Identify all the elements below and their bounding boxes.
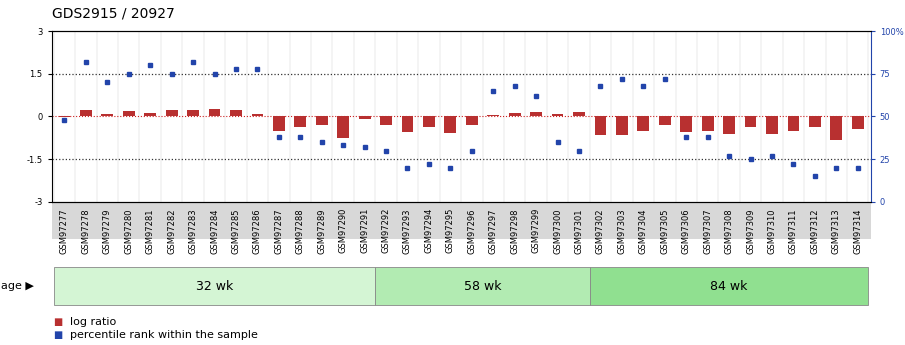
Bar bbox=[358, 117, 370, 119]
Bar bbox=[552, 114, 564, 117]
Bar bbox=[488, 115, 500, 117]
Bar bbox=[316, 117, 328, 125]
Bar bbox=[444, 117, 456, 133]
Bar bbox=[659, 117, 671, 125]
Text: percentile rank within the sample: percentile rank within the sample bbox=[70, 330, 258, 339]
Bar bbox=[166, 110, 177, 117]
Text: 32 wk: 32 wk bbox=[195, 280, 233, 293]
Text: ■: ■ bbox=[53, 330, 62, 339]
Bar bbox=[852, 117, 863, 129]
Bar bbox=[466, 117, 478, 125]
Bar bbox=[509, 113, 520, 117]
Text: 58 wk: 58 wk bbox=[463, 280, 501, 293]
Bar bbox=[230, 110, 242, 117]
Bar bbox=[144, 113, 156, 117]
Bar bbox=[787, 117, 799, 131]
Bar bbox=[595, 117, 606, 135]
Bar bbox=[187, 110, 199, 117]
Bar bbox=[273, 117, 285, 131]
Text: ■: ■ bbox=[53, 317, 62, 326]
Bar bbox=[681, 117, 692, 132]
Bar bbox=[831, 117, 843, 140]
Bar bbox=[252, 114, 263, 117]
Bar bbox=[423, 117, 434, 127]
Text: 84 wk: 84 wk bbox=[710, 280, 748, 293]
Bar bbox=[809, 117, 821, 127]
Bar bbox=[380, 117, 392, 125]
Bar bbox=[294, 117, 306, 127]
Bar bbox=[637, 117, 649, 131]
Text: age ▶: age ▶ bbox=[1, 282, 33, 291]
Text: log ratio: log ratio bbox=[70, 317, 116, 326]
Bar bbox=[616, 117, 628, 135]
Bar bbox=[723, 117, 735, 134]
Bar bbox=[573, 112, 585, 117]
Bar bbox=[767, 117, 778, 134]
Bar bbox=[123, 111, 135, 117]
Bar bbox=[701, 117, 713, 131]
Bar bbox=[101, 114, 113, 117]
Bar bbox=[80, 110, 91, 117]
Bar bbox=[338, 117, 349, 138]
Bar bbox=[209, 109, 221, 117]
Text: GDS2915 / 20927: GDS2915 / 20927 bbox=[52, 7, 175, 21]
Bar bbox=[402, 117, 414, 132]
Bar bbox=[745, 117, 757, 127]
Bar bbox=[530, 112, 542, 117]
